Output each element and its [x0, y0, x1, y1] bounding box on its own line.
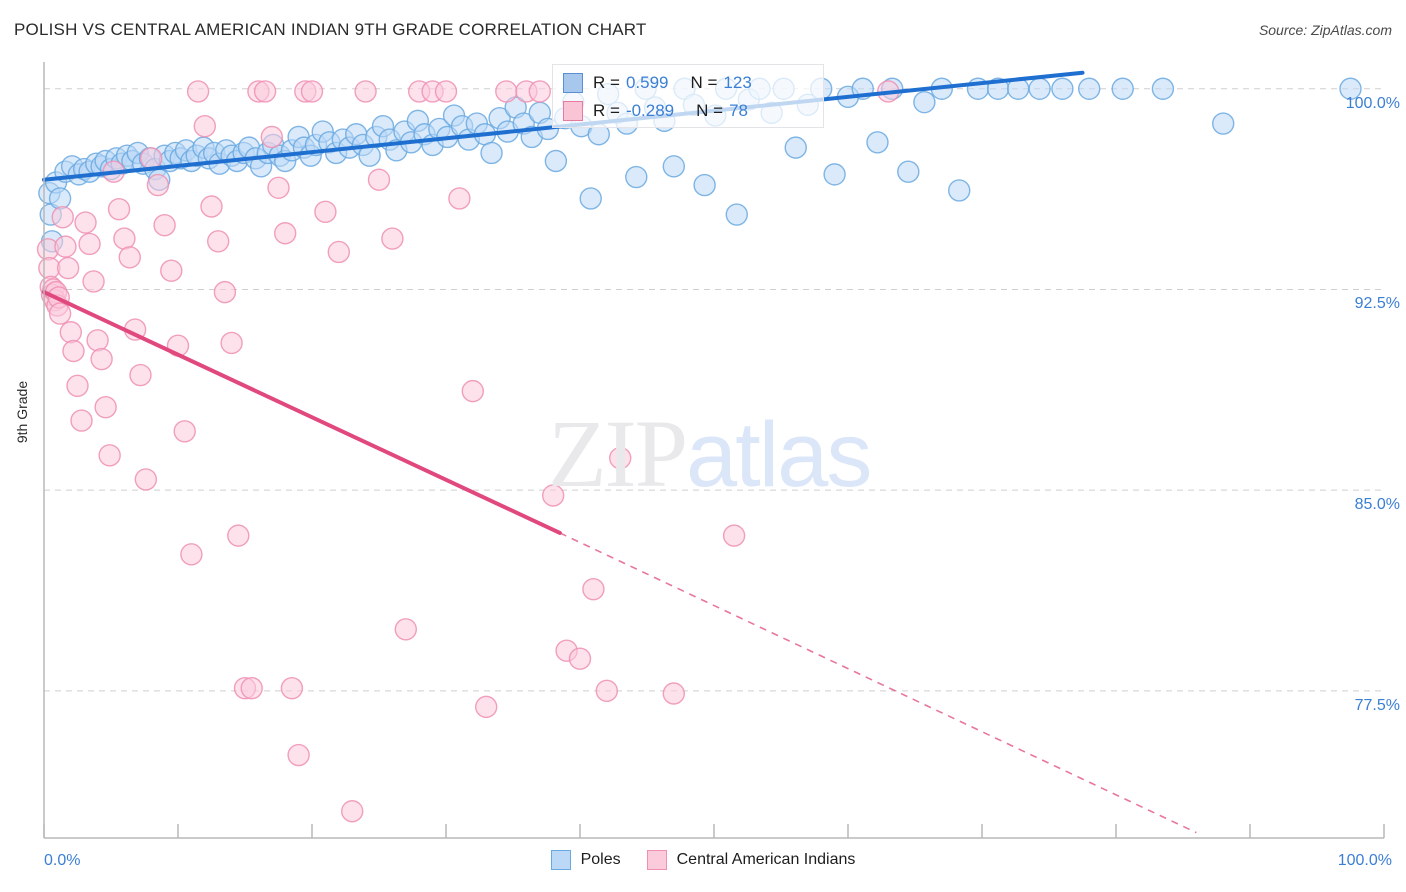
legend-label-poles: Poles [580, 851, 621, 868]
stats-row-poles: R = 0.599 N = 123 [563, 69, 813, 97]
y-axis-title: 9th Grade [14, 380, 30, 444]
source-attribution: Source: ZipAtlas.com [1258, 22, 1392, 38]
legend-swatch-poles-icon [550, 850, 571, 870]
x-axis-min-label: 0.0% [44, 852, 81, 869]
plot-area [36, 62, 1385, 839]
cai-r-label: R = [593, 101, 620, 120]
poles-r-label: R = [593, 73, 620, 92]
cai-n-label: N = [696, 101, 724, 120]
legend-swatch-central-american-indians-icon [646, 850, 667, 870]
y-axis-tick-label: 100.0% [1345, 94, 1400, 112]
axes [43, 62, 1385, 839]
y-axis-tick-label: 77.5% [1354, 696, 1400, 714]
poles-n-value: 123 [723, 73, 752, 92]
poles-r-value: 0.599 [625, 73, 669, 92]
central-american-indians-swatch-icon [563, 101, 583, 121]
stats-row-central-american-indians: R = -0.289 N = 78 [563, 97, 813, 125]
cai-n-value: 78 [729, 101, 748, 120]
x-axis-max-label: 100.0% [1337, 852, 1392, 869]
correlation-stats-box: R = 0.599 N = 123 R = -0.289 N = 78 [552, 64, 824, 128]
poles-swatch-icon [563, 73, 583, 93]
page-title: POLISH VS CENTRAL AMERICAN INDIAN 9TH GR… [14, 20, 647, 39]
legend-label-central-american-indians: Central American Indians [676, 851, 856, 868]
legend-item-central-american-indians[interactable]: Central American Indians [646, 850, 856, 870]
poles-n-label: N = [690, 73, 718, 92]
legend-item-poles[interactable]: Poles [550, 850, 621, 870]
cai-r-value: -0.289 [625, 101, 675, 120]
chart-legend: Poles Central American Indians [0, 850, 1406, 870]
y-axis-tick-label: 92.5% [1354, 295, 1400, 313]
y-axis-tick-label: 85.0% [1354, 496, 1400, 514]
